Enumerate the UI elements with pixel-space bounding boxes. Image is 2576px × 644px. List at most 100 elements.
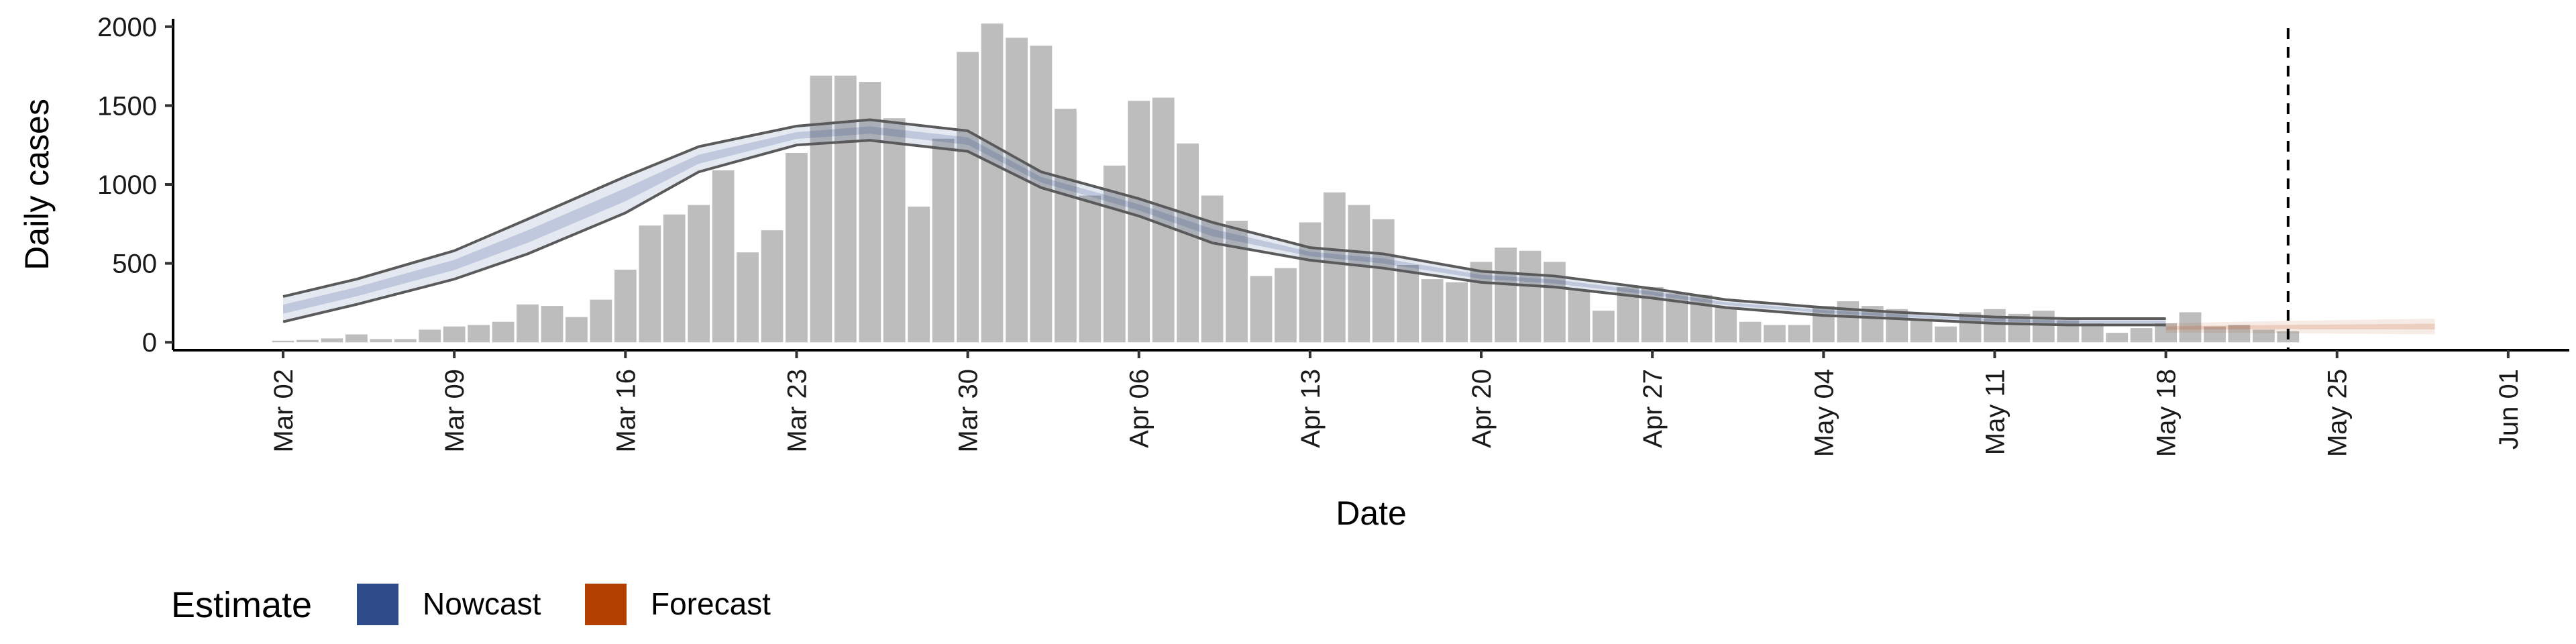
bar <box>737 252 759 343</box>
bar <box>1788 325 1811 343</box>
x-tick-label: Jun 01 <box>2494 369 2524 449</box>
bar <box>2155 323 2177 343</box>
bar <box>1275 268 1297 343</box>
x-axis-title: Date <box>1336 494 1407 532</box>
bar <box>1984 309 2006 343</box>
bar <box>272 340 294 343</box>
bar <box>1764 325 1786 343</box>
forecast-outer-band <box>2165 318 2435 335</box>
bar <box>932 138 955 343</box>
bar <box>1348 205 1371 343</box>
bar <box>1739 321 1762 343</box>
y-tick-label: 1500 <box>97 91 157 121</box>
bar <box>1079 195 1102 343</box>
x-tick-label: May 25 <box>2323 369 2353 457</box>
bar <box>2032 311 2055 343</box>
bar <box>492 321 515 343</box>
bar <box>908 206 930 343</box>
bar <box>1055 109 1077 343</box>
bar <box>394 339 417 343</box>
axes-layer: 0 500 1000 1500 2000 Mar 02 Mar 09 Mar 16 Mar 23… <box>97 13 2569 457</box>
legend-key-nowcast <box>357 584 398 625</box>
bar <box>957 52 979 343</box>
x-tick-label: Mar 02 <box>269 369 299 453</box>
bar <box>2253 329 2275 343</box>
y-tick-label: 1000 <box>97 170 157 200</box>
bar <box>761 230 784 343</box>
legend-label-forecast: Forecast <box>651 586 771 621</box>
x-tick-label: May 11 <box>1980 369 2010 455</box>
bar <box>419 329 441 343</box>
bar <box>663 214 686 343</box>
bar <box>1299 222 1322 343</box>
bar <box>1470 262 1493 343</box>
bar <box>2130 328 2153 343</box>
bar <box>1495 248 1517 343</box>
legend: Estimate Nowcast Forecast <box>171 584 771 625</box>
estimate-bands-layer <box>282 118 2435 335</box>
bar <box>712 170 735 343</box>
bar <box>1128 101 1150 343</box>
legend-title: Estimate <box>171 585 312 625</box>
x-tick-label: May 18 <box>2152 369 2182 457</box>
y-tick-label: 0 <box>142 328 157 358</box>
bar <box>1568 290 1591 343</box>
bar <box>981 23 1004 343</box>
bar <box>786 153 808 343</box>
x-tick-label: Mar 16 <box>611 369 641 453</box>
forecast-inner-band <box>2165 323 2435 330</box>
bar <box>443 326 466 343</box>
bar <box>1715 307 1737 343</box>
y-tick-label: 500 <box>112 250 157 279</box>
bar <box>1446 282 1468 343</box>
bar <box>1935 326 1957 343</box>
bar <box>321 338 343 343</box>
bar <box>1006 38 1028 343</box>
bar <box>2106 333 2129 343</box>
bar <box>2228 325 2251 343</box>
bar <box>468 325 490 343</box>
bar <box>1421 279 1444 343</box>
bar <box>1519 250 1542 343</box>
x-tick-label: Mar 23 <box>782 369 812 453</box>
bar <box>2179 312 2202 343</box>
bar <box>1910 319 1933 343</box>
nowcast-lower-line <box>282 139 2166 327</box>
bar <box>517 304 539 343</box>
bar <box>688 205 710 343</box>
bar <box>590 299 612 343</box>
x-tick-label: Mar 30 <box>954 369 983 453</box>
bar <box>834 75 857 343</box>
legend-label-nowcast: Nowcast <box>423 586 541 621</box>
bar <box>1177 143 1199 343</box>
bar <box>541 306 564 343</box>
bar <box>1323 192 1346 343</box>
bars-layer <box>272 23 2300 343</box>
y-axis-title: Daily cases <box>18 99 56 270</box>
bar <box>370 339 392 343</box>
bar <box>297 339 319 343</box>
bar <box>1886 309 1909 343</box>
bar <box>810 75 833 343</box>
bar <box>1544 262 1566 343</box>
bar <box>883 118 906 343</box>
bar <box>1372 219 1395 343</box>
legend-key-forecast <box>585 584 627 625</box>
bar <box>639 225 661 343</box>
bar <box>1397 265 1419 343</box>
x-tick-label: Mar 09 <box>440 369 470 453</box>
x-tick-label: Apr 13 <box>1296 369 1326 448</box>
bar <box>1201 195 1224 343</box>
bar <box>1152 97 1175 343</box>
bar <box>1250 276 1273 343</box>
bar <box>345 334 368 343</box>
bar <box>2204 326 2226 343</box>
bar <box>614 270 637 343</box>
bar <box>1030 46 1053 343</box>
bar <box>566 317 588 343</box>
x-tick-label: May 04 <box>1809 369 1839 457</box>
bar <box>1592 311 1615 343</box>
bar <box>2081 323 2104 343</box>
bar <box>1812 306 1835 343</box>
